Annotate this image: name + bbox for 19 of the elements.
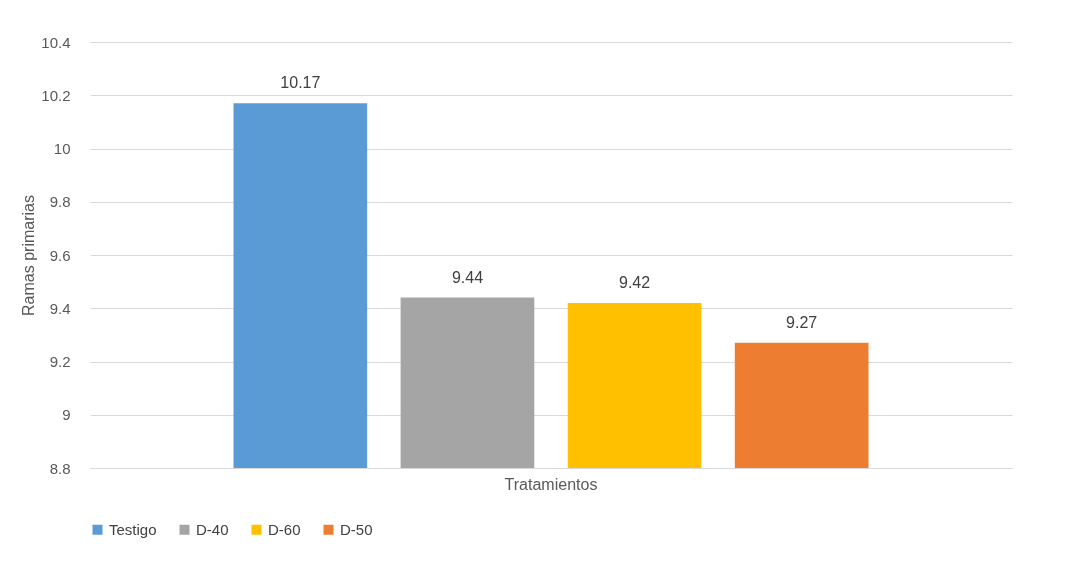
legend-label: D-60 [268,520,301,538]
data-label: 9.42 [618,273,651,291]
y-tick-label: 10.2 [41,86,71,104]
x-tick-label: Tratamientos [504,475,598,493]
legend-label: D-40 [196,520,229,538]
y-axis-title: Ramas primarias [20,195,38,316]
y-tick-label: 9.4 [49,299,71,317]
legend-label: Testigo [109,520,157,538]
y-tick-label: 10 [53,140,71,157]
y-tick-label: 9 [62,406,71,424]
data-label: 9.44 [451,268,484,286]
y-tick-label: 8.8 [49,459,71,477]
y-tick-label: 9.6 [49,246,71,264]
y-tick-label: 9.2 [49,353,71,370]
data-label: 10.17 [280,74,321,92]
data-label: 9.27 [786,313,818,331]
legend-label: D-50 [340,520,373,538]
y-tick-label: 10.4 [41,33,71,51]
y-tick-label: 9.8 [49,193,71,211]
